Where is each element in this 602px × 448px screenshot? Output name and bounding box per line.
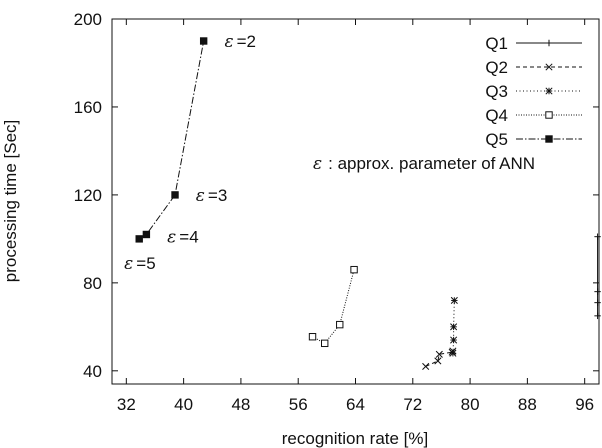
epsilon-symbol: ε: [167, 228, 176, 248]
y-tick-label: 80: [83, 274, 102, 293]
series-layer: [135, 37, 601, 370]
x-tick-label: 56: [289, 395, 308, 414]
epsilon-value: =2: [237, 32, 256, 51]
data-point-q4: [350, 265, 358, 274]
legend-marker-q3: [545, 87, 553, 95]
epsilon-value: =5: [136, 254, 155, 273]
y-tick-label: 160: [74, 98, 102, 117]
data-point-q3: [450, 323, 458, 331]
y-tick-label: 120: [74, 186, 102, 205]
legend-marker-q2: [545, 63, 553, 71]
legend-note: ε : approx. parameter of ANN: [313, 154, 535, 174]
legend-label-q5: Q5: [485, 130, 508, 149]
data-point-q1: [594, 312, 601, 320]
x-tick-label: 32: [117, 395, 136, 414]
legend-label-q4: Q4: [485, 106, 508, 125]
epsilon-label: ε =3: [196, 186, 228, 206]
x-tick-label: 64: [346, 395, 365, 414]
x-tick-label: 80: [461, 395, 480, 414]
data-point-q1: [594, 233, 601, 240]
x-tick-label: 88: [518, 395, 537, 414]
x-tick-label: 72: [403, 395, 422, 414]
data-point-q2: [434, 357, 442, 365]
epsilon-symbol: ε: [124, 254, 133, 274]
annotations: ε =2ε =3ε =4ε =5: [124, 32, 256, 274]
axis-ticks: 32 40 48 56 64 72 80 88 96 40 80 120 160 200: [74, 10, 599, 414]
y-axis-title: processing time [Sec]: [1, 120, 20, 283]
legend-marker-q4: [545, 111, 553, 119]
epsilon-value: =3: [208, 186, 227, 205]
epsilon-value: =4: [179, 228, 198, 247]
data-point-q3: [450, 336, 458, 344]
legend-label-q2: Q2: [485, 58, 508, 77]
epsilon-label: ε =4: [167, 228, 199, 248]
legend-label-q1: Q1: [485, 34, 508, 53]
legend: Q1 Q2 Q3 Q4 Q5 ε : approx. parameter of ANN: [313, 34, 582, 174]
data-point-q5: [135, 235, 143, 243]
data-point-q4: [308, 333, 317, 341]
x-tick-label: 40: [174, 395, 193, 414]
data-point-q2: [435, 350, 443, 358]
series-line-q4: [312, 269, 355, 344]
data-point-q4: [336, 320, 344, 329]
x-tick-label: 96: [575, 395, 594, 414]
epsilon-label: ε =5: [124, 254, 156, 274]
data-point-q1: [594, 288, 601, 295]
data-point-q3: [449, 349, 457, 357]
epsilon-label: ε =2: [224, 32, 256, 52]
legend-marker-q1: [545, 39, 553, 47]
data-point-q5: [171, 191, 179, 199]
data-point-q3: [450, 296, 458, 304]
series-line-q5: [138, 40, 205, 240]
legend-note-text: : approx. parameter of ANN: [328, 154, 535, 173]
legend-label-q3: Q3: [485, 82, 508, 101]
epsilon-symbol: ε: [313, 154, 322, 174]
y-tick-label: 40: [83, 362, 102, 381]
data-point-q5: [142, 230, 151, 239]
data-point-q5: [199, 37, 208, 45]
x-tick-label: 48: [231, 395, 250, 414]
plot-frame: [111, 18, 600, 385]
data-point-q1: [594, 299, 601, 306]
series-line-q2: [425, 350, 454, 367]
y-tick-label: 200: [74, 10, 102, 29]
legend-marker-q5: [545, 135, 553, 143]
epsilon-symbol: ε: [196, 186, 205, 206]
data-point-q4: [321, 339, 329, 348]
epsilon-symbol: ε: [224, 32, 233, 52]
x-axis-title: recognition rate [%]: [282, 429, 428, 448]
data-point-q2: [422, 362, 430, 370]
